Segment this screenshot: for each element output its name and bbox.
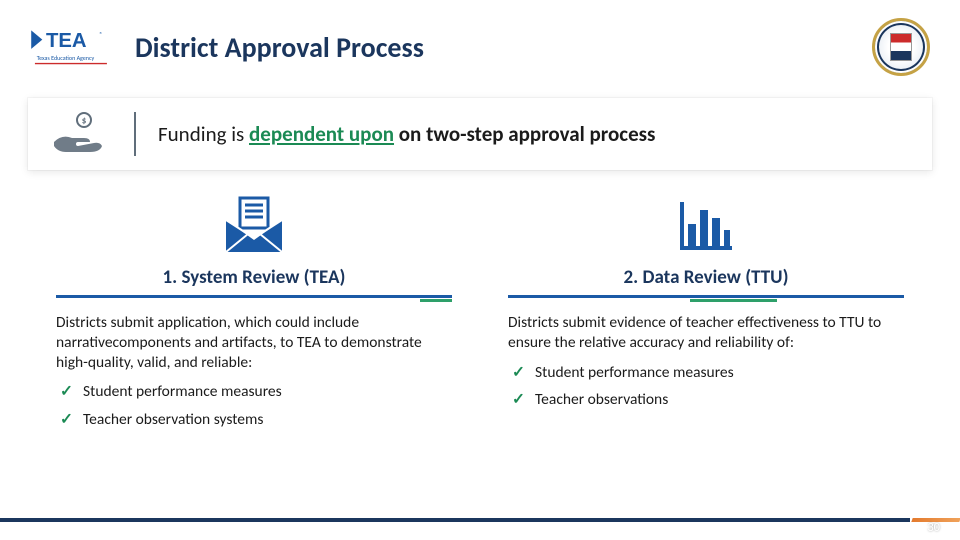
region-seal-icon [872,18,930,76]
check-item: ✓ Student performance measures [512,363,904,383]
banner-divider [134,112,136,156]
two-column-layout: 1. System Review (TEA) Districts submit … [0,170,960,438]
check-label: Teacher observations [535,390,668,410]
svg-text:TEA: TEA [46,30,87,52]
checkmark-icon: ✓ [512,363,525,383]
column-divider-left [56,295,452,301]
footer-bar [0,518,960,522]
check-item: ✓ Student performance measures [60,382,452,402]
envelope-document-icon [218,192,290,256]
column-body-left: Districts submit application, which coul… [56,313,452,438]
check-item: ✓ Teacher observations [512,390,904,410]
column-right-paragraph: Districts submit evidence of teacher eff… [508,313,904,353]
banner-prefix: Funding is [158,121,249,147]
page-title: District Approval Process [135,30,854,65]
banner-text: Funding is dependent upon on two-step ap… [158,121,655,147]
slide-header: TEA ® Texas Education Agency District Ap… [0,0,960,86]
checkmark-icon: ✓ [512,390,525,410]
checkmark-icon: ✓ [60,410,73,430]
column-system-review: 1. System Review (TEA) Districts submit … [56,192,452,438]
banner-suffix: on two-step approval process [394,121,655,147]
check-label: Student performance measures [83,382,282,402]
hand-coin-icon: $ [50,112,104,156]
checkmark-icon: ✓ [60,382,73,402]
check-label: Teacher observation systems [83,410,263,430]
column-divider-right [508,295,904,301]
column-left-paragraph: Districts submit application, which coul… [56,313,452,372]
svg-text:Texas Education Agency: Texas Education Agency [36,54,94,62]
tea-logo: TEA ® Texas Education Agency [22,23,117,71]
bar-chart-icon [670,192,742,256]
column-data-review: 2. Data Review (TTU) Districts submit ev… [508,192,904,438]
funding-banner: $ Funding is dependent upon on two-step … [28,98,932,170]
page-number: 30 [927,520,940,535]
banner-highlight: dependent upon [249,121,394,147]
column-body-right: Districts submit evidence of teacher eff… [508,313,904,418]
svg-text:$: $ [82,116,87,127]
check-item: ✓ Teacher observation systems [60,410,452,430]
check-label: Student performance measures [535,363,734,383]
svg-text:®: ® [99,30,102,38]
column-title-right: 2. Data Review (TTU) [508,266,904,295]
column-title-left: 1. System Review (TEA) [56,266,452,295]
